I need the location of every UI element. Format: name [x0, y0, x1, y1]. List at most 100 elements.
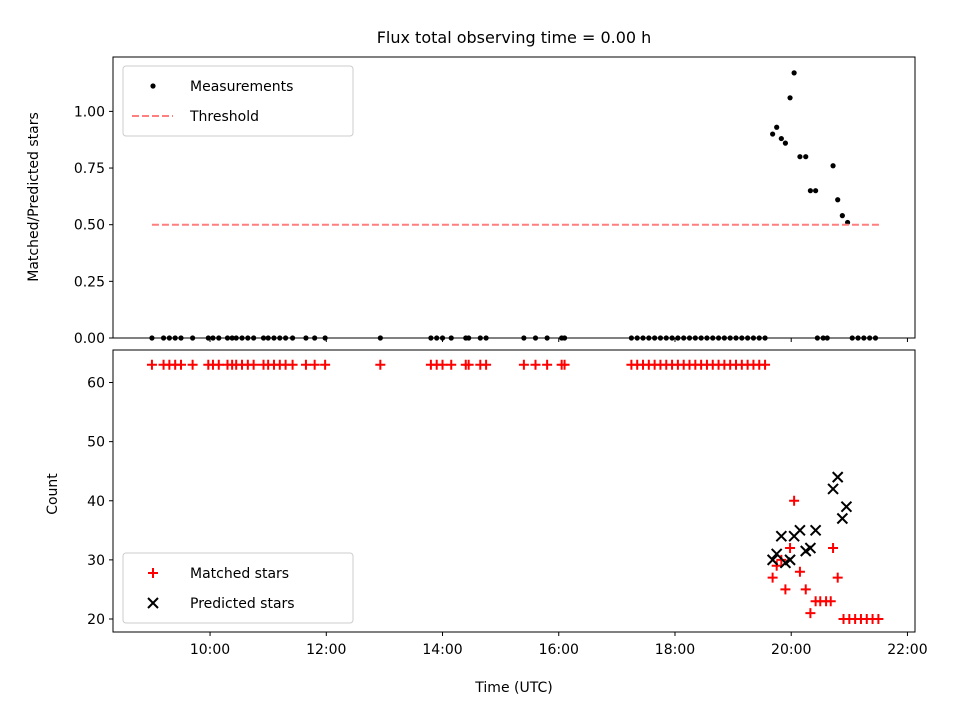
measurements-point [867, 335, 873, 341]
measurements-point [787, 95, 793, 101]
top-y-tick-label: 0.00 [74, 331, 105, 347]
measurements-point [149, 335, 155, 341]
top-y-axis-label: Matched/Predicted stars [26, 112, 42, 282]
matched-stars-point [213, 359, 224, 370]
measurements-point [835, 197, 841, 203]
measurements-point [178, 335, 184, 341]
measurements-point [477, 335, 483, 341]
top-y-tick-label: 0.50 [74, 218, 105, 234]
measurements-point [778, 135, 784, 142]
measurements-point [224, 335, 231, 341]
measurements-point [289, 335, 296, 341]
measurements-point [739, 335, 745, 341]
matched-stars-point [530, 359, 541, 370]
top-panel: 0.00 0.25 0.50 0.75 1.00 Measurements Threshol… [74, 56, 916, 347]
measurements-point [813, 188, 819, 194]
x-tick-label: 14:00 [422, 642, 462, 658]
measurements-point [277, 335, 283, 341]
predicted-stars-point [831, 471, 844, 483]
measurements-point [251, 335, 257, 341]
measurements-point [521, 335, 527, 341]
predicted-stars-point [766, 554, 779, 566]
measurements-point [205, 335, 211, 341]
measurements-point [762, 335, 768, 341]
measurements-point [646, 335, 652, 341]
matched-stars-point [785, 543, 796, 554]
measurements-point [239, 335, 245, 341]
predicted-stars-point [784, 554, 796, 566]
measurements-point [216, 335, 222, 341]
x-tick-label: 12:00 [306, 642, 346, 658]
predicted-stars-point [809, 524, 822, 537]
top-y-tick-label: 1.00 [74, 104, 105, 120]
measurements-point [830, 163, 836, 169]
measurements-legend-label: Measurements [190, 79, 293, 95]
x-tick-label: 20:00 [771, 642, 811, 658]
matched-stars-point [767, 572, 778, 583]
measurements-point [166, 335, 172, 341]
measurements-point [692, 335, 698, 341]
predicted-stars-point [827, 483, 839, 495]
bottom-plot-frame [112, 349, 916, 633]
measurements-point [686, 335, 693, 341]
x-tick-label: 22:00 [887, 642, 927, 658]
matched-stars-point [873, 613, 884, 624]
measurements-point [303, 335, 309, 341]
measurements-point [434, 335, 440, 341]
measurements-point [704, 335, 710, 341]
measurements-point [466, 335, 472, 341]
predicted-stars-point [770, 548, 783, 560]
matched-stars-point [789, 495, 800, 506]
matched-stars-point [800, 584, 811, 595]
measurements-point [791, 70, 797, 76]
measurements-point [820, 335, 826, 341]
measurements-point [733, 335, 739, 341]
predicted-stars-point [775, 530, 788, 542]
measurements-point [698, 335, 704, 341]
predicted-stars-point [804, 542, 817, 554]
measurements-point [428, 335, 434, 341]
bottom-legend-box [122, 552, 354, 624]
x-tick-label: 18:00 [655, 642, 695, 658]
measurements-point [657, 335, 664, 341]
matched-stars-legend-swatch [148, 568, 158, 578]
predicted-stars-point [836, 512, 849, 525]
matched-stars-point [300, 359, 311, 370]
matched-stars-point [146, 359, 157, 370]
matched-stars-point [248, 359, 259, 370]
measurements-point [803, 154, 809, 160]
measurements-point [377, 335, 383, 341]
measurements-point [634, 335, 640, 341]
x-tick-label: 16:00 [539, 642, 579, 658]
predicted-stars-legend-swatch [147, 597, 159, 609]
measurements-point [628, 335, 634, 341]
matched-stars-point [771, 560, 782, 571]
matched-stars-point [518, 359, 529, 370]
predicted-stars-point [840, 500, 853, 513]
matched-stars-point [320, 359, 331, 370]
measurements-point [774, 124, 780, 130]
measurements-point [727, 335, 733, 341]
measurements-point [872, 335, 879, 341]
matched-stars-point [805, 608, 816, 619]
matched-stars-point [832, 572, 843, 583]
measurements-point [283, 335, 289, 341]
measurements-point [797, 154, 803, 160]
measurements-point [756, 335, 762, 341]
measurements-point [721, 335, 727, 341]
matched-stars-point [446, 359, 457, 370]
bottom-y-tick-label: 60 [87, 376, 105, 392]
measurements-point [745, 335, 751, 341]
measurements-point [322, 335, 328, 341]
top-y-tick-label: 0.75 [74, 161, 105, 177]
measurements-point [265, 335, 271, 341]
matched-stars-point [794, 566, 805, 577]
matched-stars-point [780, 584, 791, 595]
measurements-point [532, 335, 539, 341]
measurements-point [681, 335, 687, 341]
measurements-point [750, 335, 757, 341]
measurements-point [814, 335, 820, 341]
matched-stars-point [481, 359, 492, 370]
chart-title: Flux total observing time = 0.00 h [377, 28, 652, 47]
